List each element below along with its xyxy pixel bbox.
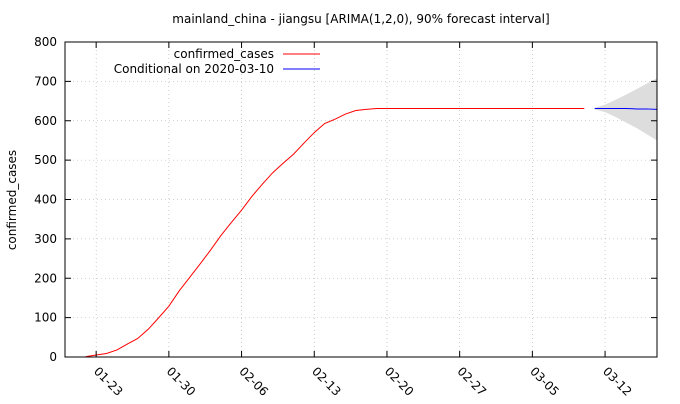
chart-title: mainland_china - jiangsu [ARIMA(1,2,0), … <box>172 12 549 26</box>
y-axis-label: confirmed_cases <box>5 150 19 250</box>
y-tick-label: 100 <box>34 311 57 325</box>
forecast-interval-layer <box>594 78 657 141</box>
forecast-line <box>594 108 658 110</box>
y-tick-label: 0 <box>49 350 57 364</box>
y-tick-label: 300 <box>34 232 57 246</box>
legend: confirmed_cases Conditional on 2020-03-1… <box>114 47 320 76</box>
x-tick-label: 01-30 <box>164 364 199 399</box>
y-tick-label: 500 <box>34 153 57 167</box>
y-tick-label: 400 <box>34 193 57 207</box>
y-tick-label: 800 <box>34 35 57 49</box>
x-tick-label: 03-05 <box>527 364 562 399</box>
y-axis: 0 100 200 300 400 500 600 700 800 <box>34 35 657 364</box>
x-tick-label: 02-20 <box>382 364 417 399</box>
y-tick-label: 600 <box>34 114 57 128</box>
confirmed-cases-line <box>85 108 585 358</box>
y-tick-label: 700 <box>34 74 57 88</box>
x-tick-label: 03-12 <box>600 364 635 399</box>
legend-label-forecast: Conditional on 2020-03-10 <box>114 62 274 76</box>
grid <box>65 41 657 358</box>
x-tick-label: 01-23 <box>91 364 126 399</box>
x-tick-label: 02-13 <box>309 364 344 399</box>
x-tick-label: 02-06 <box>236 364 271 399</box>
forecast-interval-band <box>594 78 657 141</box>
legend-label-confirmed-cases: confirmed_cases <box>174 47 274 61</box>
x-tick-label: 02-27 <box>455 364 490 399</box>
y-tick-label: 200 <box>34 271 57 285</box>
series-layer <box>85 108 658 358</box>
x-axis: 01-23 01-30 02-06 02-13 02-20 02-27 03-05 03-12 <box>91 42 635 399</box>
